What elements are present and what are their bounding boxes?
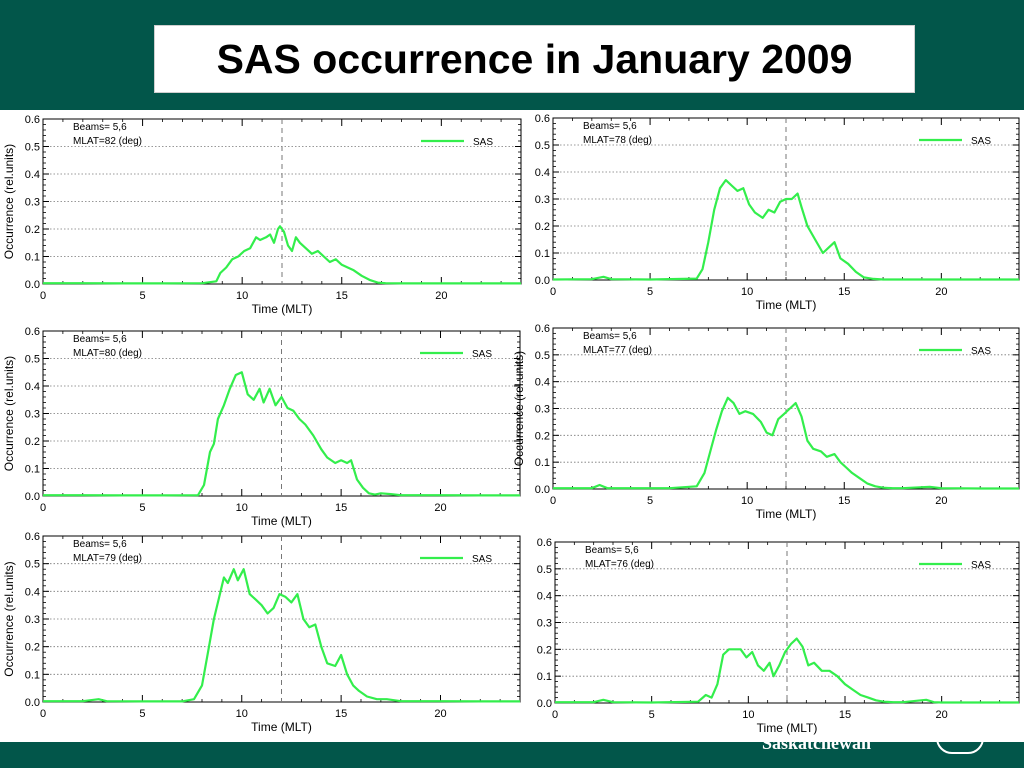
title-box: SAS occurrence in January 2009 bbox=[154, 25, 915, 93]
page-title: SAS occurrence in January 2009 bbox=[216, 35, 853, 82]
content-area bbox=[0, 110, 1024, 742]
footer-logo-text: Saskatchewan bbox=[762, 733, 872, 753]
university-seal bbox=[936, 722, 984, 754]
